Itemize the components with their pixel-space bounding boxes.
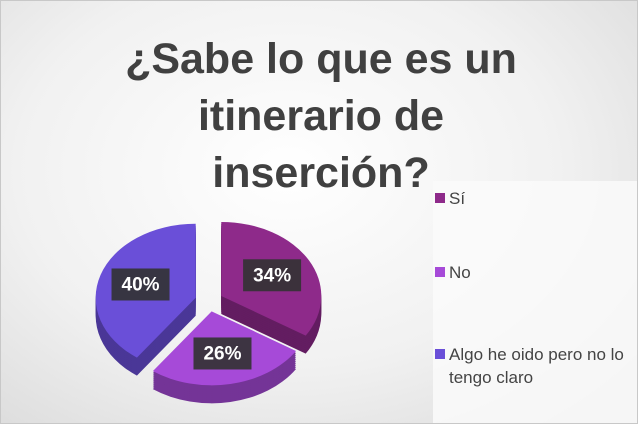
legend-label: Sí <box>449 189 466 208</box>
legend-label: Algo he oido pero no lo tengo claro <box>449 345 624 387</box>
data-label-box <box>193 337 252 370</box>
data-label: 34% <box>253 265 291 286</box>
legend: Sí No Algo he oido pero no lo tengo claro <box>433 181 637 423</box>
data-label: 40% <box>122 275 160 296</box>
data-label: 26% <box>203 343 241 364</box>
chart-title: ¿Sabe lo que es un itinerario de inserci… <box>125 35 517 197</box>
data-label-box <box>111 268 170 301</box>
legend-label: No <box>449 263 471 282</box>
legend-item: Sí <box>435 187 625 210</box>
legend-item: No <box>435 261 625 284</box>
data-label-box <box>243 259 302 292</box>
legend-swatch <box>435 193 445 203</box>
data-labels: 34% 26% 40% <box>111 259 302 370</box>
legend-swatch <box>435 349 445 359</box>
legend-swatch <box>435 267 445 277</box>
legend-item: Algo he oido pero no lo tengo claro <box>435 343 625 389</box>
